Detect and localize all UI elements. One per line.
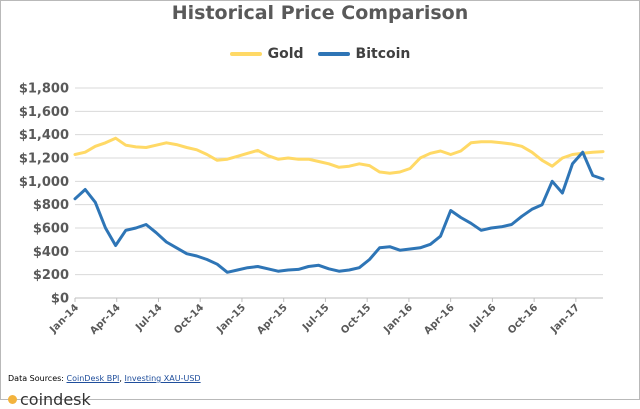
y-tick-label: $0: [51, 292, 69, 307]
legend-swatch-gold: [229, 52, 262, 56]
x-tick-label: Jul-15: [300, 302, 331, 333]
y-tick-label: $1,600: [19, 105, 69, 120]
x-tick-label: Jan-14: [47, 302, 81, 336]
investing-xau-usd-link[interactable]: Investing XAU-USD: [124, 374, 201, 383]
chart-title: Historical Price Comparison: [171, 2, 469, 24]
y-tick-label: $200: [33, 268, 69, 283]
y-tick-label: $1,000: [19, 175, 69, 190]
x-tick-label: Oct-16: [506, 302, 540, 336]
y-tick-label: $800: [33, 198, 69, 213]
y-tick-label: $1,400: [19, 128, 69, 143]
x-tick-label: Oct-14: [172, 302, 206, 336]
coindesk-bpi-link[interactable]: CoinDesk BPI: [66, 374, 120, 383]
x-tick-label: Jul-16: [467, 302, 498, 333]
legend-label-gold: Gold: [267, 46, 304, 62]
legend-label-bitcoin: Bitcoin: [355, 46, 411, 62]
legend-item-gold: Gold: [229, 46, 304, 62]
legend-swatch-bitcoin: [317, 52, 350, 56]
legend-item-bitcoin: Bitcoin: [317, 46, 411, 62]
x-tick-label: Apr-16: [422, 302, 457, 337]
sources-separator: ,: [119, 374, 125, 383]
x-tick-label: Apr-14: [88, 302, 123, 337]
x-tick-label: Oct-15: [339, 302, 373, 336]
x-tick-label: Jul-14: [133, 302, 164, 333]
x-tick-label: Jan-16: [381, 302, 415, 336]
series-line-gold: [73, 136, 605, 175]
x-tick-label: Apr-15: [255, 302, 290, 337]
x-tick-label: Jan-15: [214, 302, 248, 336]
y-tick-label: $1,200: [19, 152, 69, 167]
legend: Gold Bitcoin: [0, 46, 640, 62]
sources-prefix: Data Sources:: [8, 374, 67, 383]
x-tick-label: Jan-17: [548, 302, 582, 336]
data-sources: Data Sources: CoinDesk BPI, Investing XA…: [8, 374, 201, 383]
line-chart: $0 $200 $400 $600 $800 $1,000 $1,200 $1,400 $1,6…: [19, 82, 605, 337]
y-tick-label: $400: [33, 245, 69, 260]
series-line-bitcoin: [73, 150, 605, 274]
y-tick-label: $1,800: [19, 82, 69, 97]
y-tick-label: $600: [33, 222, 69, 237]
